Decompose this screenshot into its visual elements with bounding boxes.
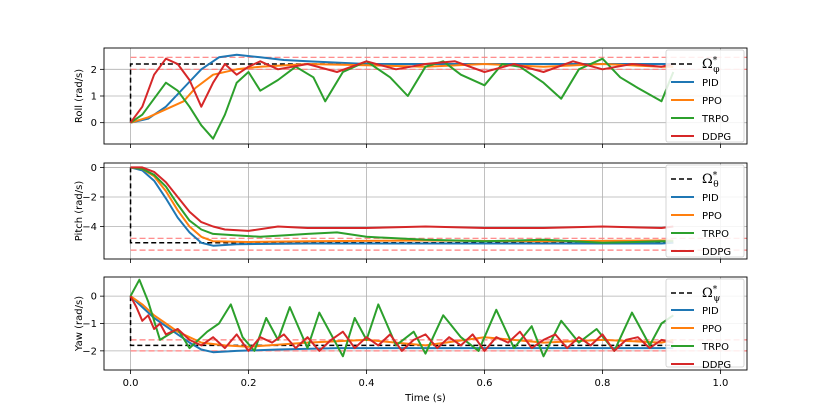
legend-label-trpo: TRPO [701,114,729,125]
y-axis-label: Yaw (rad/s) [74,296,85,352]
legend-label-trpo: TRPO [701,342,729,353]
legend-label-target: Ω* ψ [702,285,720,304]
x-tick-label: 0.4 [359,378,375,389]
y-tick-label: 1 [91,92,97,103]
panel-3: 0 −1 −2 0.0 0.2 0.4 0.6 0.8 1.0 Yaw (rad/s) Time (… [74,276,748,404]
x-tick-label: 0.0 [123,378,139,389]
legend: Ω* ψ PID PPO TRPO DDPG [665,278,745,371]
y-tick-label: 0 [91,292,97,303]
grid [104,277,747,370]
legend-label-ddpg: DDPG [702,132,731,143]
y-tick-label: −2 [82,346,97,357]
legend-label-ddpg: DDPG [702,247,731,258]
x-axis-label: Time (s) [404,393,446,404]
y-tick-label: −4 [82,222,97,233]
series-line-trpo [130,166,674,244]
x-tick-label: 0.8 [595,378,611,389]
legend-label-trpo: TRPO [701,229,729,240]
legend: Ω* θ PID PPO TRPO DDPG [665,164,745,258]
grid [104,163,747,259]
series-line-ppo [129,295,674,348]
axes-frame [103,162,748,260]
series-line-pid [129,295,674,354]
target-line [129,167,674,244]
x-tick-label: 0.6 [477,378,493,389]
series-line-ddpg [129,295,674,352]
y-axis-label: Pitch (rad/s) [74,181,85,242]
series-line-ddpg [130,166,674,232]
y-axis-label: Roll (rad/s) [74,69,85,123]
y-tick-label: 0 [91,118,97,129]
target-line [129,296,674,347]
series-line-ppo [130,166,674,243]
series-line-pid [130,166,674,247]
legend-label-target: Ω* φ [702,56,720,75]
series-line-trpo [129,57,675,140]
legend-label-pid: PID [702,78,719,89]
legend-label-pid: PID [702,193,719,204]
series-line-ddpg [129,57,674,124]
x-tick-label: 0.2 [241,378,257,389]
legend-label-ppo: PPO [702,211,722,222]
legend-label-ppo: PPO [702,96,722,107]
y-tick-label: 2 [91,65,97,76]
y-tick-label: −2 [82,192,97,203]
y-tick-label: 0 [91,163,97,174]
legend-label-target: Ω* θ [702,171,719,190]
y-tick-label: −1 [82,319,97,330]
x-tick-label: 1.0 [713,378,729,389]
legend-label-pid: PID [702,306,719,317]
target-line [129,63,674,123]
legend: Ω* φ PID PPO TRPO DDPG [665,49,745,143]
series-line-ppo [130,63,674,124]
legend-label-ppo: PPO [702,324,722,335]
series-line-trpo [129,278,674,358]
panel-1: 0 1 2 Roll (rad/s) Ω* φ PID PPO TRPO DDPG [74,47,748,148]
legend-label-ddpg: DDPG [702,360,731,371]
